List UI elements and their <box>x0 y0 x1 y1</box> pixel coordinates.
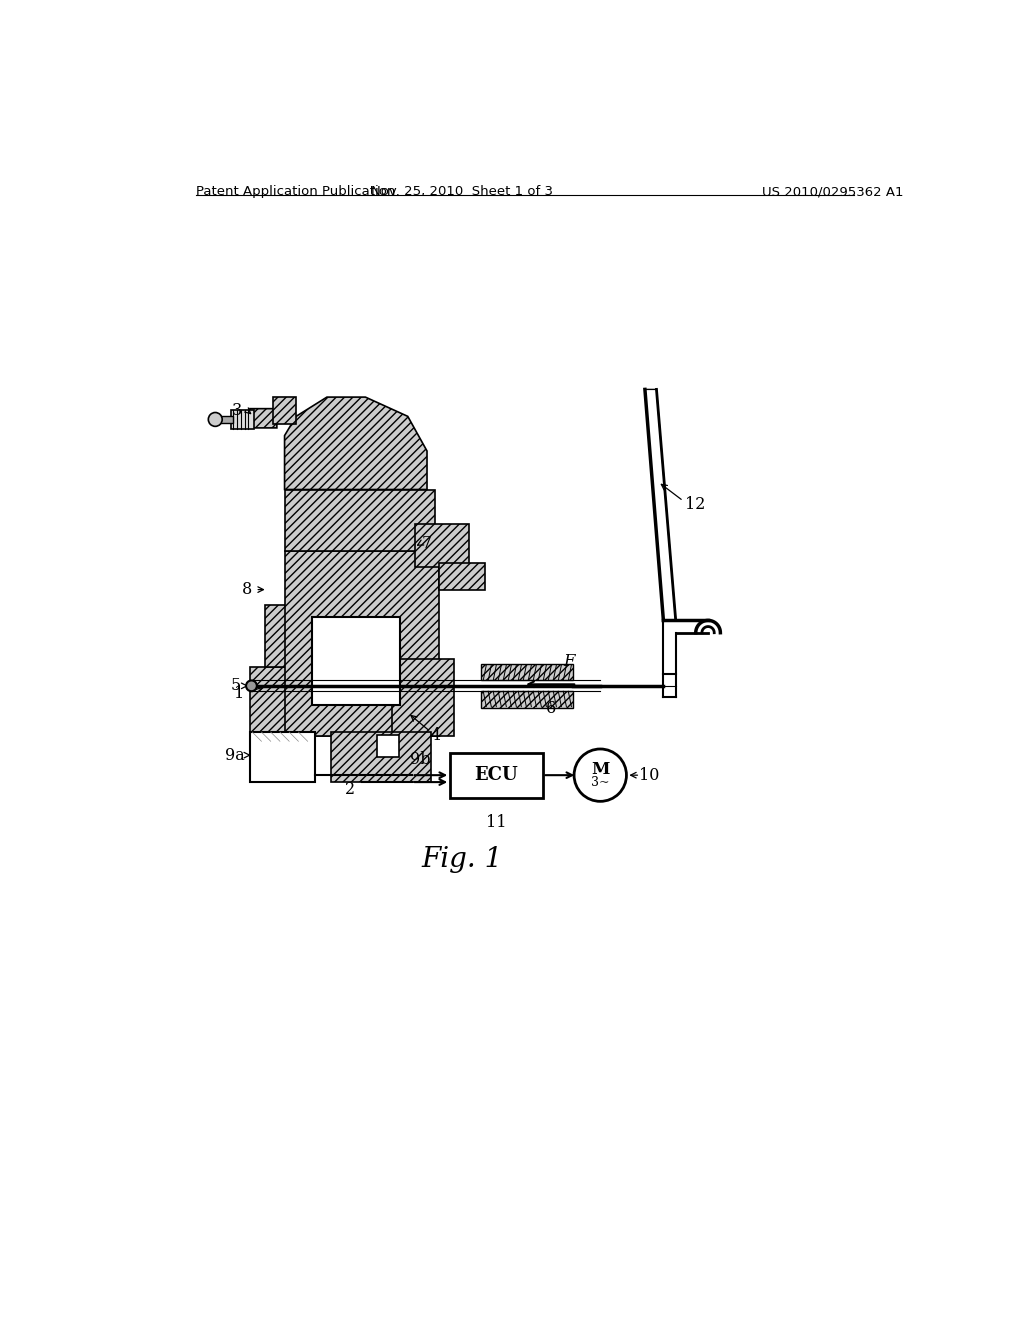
Bar <box>392 659 454 737</box>
Text: F: F <box>563 653 575 671</box>
Text: ECU: ECU <box>474 766 518 784</box>
Text: Nov. 25, 2010  Sheet 1 of 3: Nov. 25, 2010 Sheet 1 of 3 <box>371 185 553 198</box>
Text: 1: 1 <box>234 685 245 702</box>
Circle shape <box>208 413 222 426</box>
Bar <box>311 616 400 705</box>
Circle shape <box>574 748 627 801</box>
Text: M: M <box>591 760 609 777</box>
Polygon shape <box>285 397 427 490</box>
Text: 10: 10 <box>639 767 659 784</box>
Text: 12: 12 <box>685 496 706 513</box>
Text: 9b: 9b <box>410 751 430 767</box>
Text: 9a: 9a <box>225 747 245 764</box>
Bar <box>250 733 315 781</box>
Bar <box>416 524 469 566</box>
Circle shape <box>246 681 257 692</box>
Text: Patent Application Publication: Patent Application Publication <box>196 185 395 198</box>
Bar <box>285 552 438 737</box>
Text: 5: 5 <box>230 677 241 694</box>
Polygon shape <box>645 389 676 620</box>
Bar <box>451 752 543 797</box>
Bar <box>438 562 484 590</box>
Bar <box>217 416 233 424</box>
Text: 11: 11 <box>486 814 507 832</box>
Text: Fig. 1: Fig. 1 <box>421 846 503 873</box>
Text: 4: 4 <box>431 727 441 744</box>
Bar <box>250 667 385 737</box>
Bar <box>481 692 573 708</box>
Bar <box>265 605 385 667</box>
Bar <box>481 664 573 681</box>
Bar <box>285 490 435 552</box>
Bar <box>377 735 398 756</box>
Text: 6: 6 <box>547 701 557 718</box>
Text: US 2010/0295362 A1: US 2010/0295362 A1 <box>762 185 903 198</box>
Text: 2: 2 <box>345 781 355 799</box>
Bar <box>331 733 431 781</box>
Text: 3~: 3~ <box>591 776 609 788</box>
Bar <box>273 397 296 424</box>
Text: 7: 7 <box>422 535 432 552</box>
Text: 3: 3 <box>232 403 243 420</box>
Bar <box>230 411 254 429</box>
Polygon shape <box>250 409 276 428</box>
Text: 8: 8 <box>242 581 252 598</box>
